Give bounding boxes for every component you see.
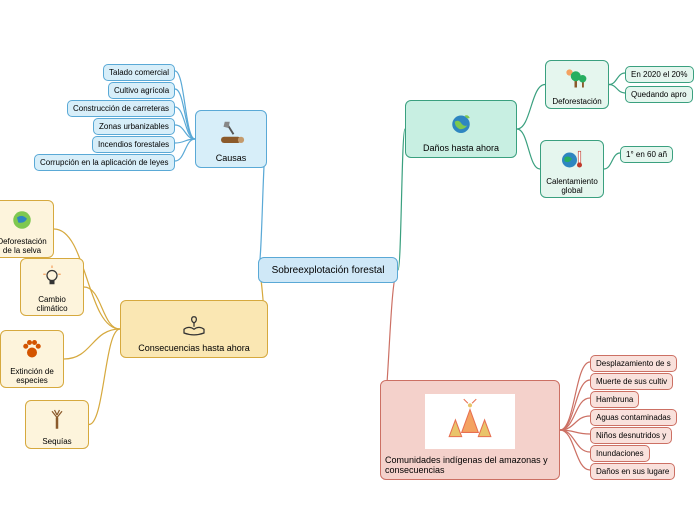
- axe-log-icon: [216, 118, 246, 151]
- icon-child-node[interactable]: Calentamiento global: [540, 140, 604, 198]
- leaf-node[interactable]: Hambruna: [590, 391, 639, 408]
- branch-comunidades[interactable]: Comunidades indígenas del amazonas y con…: [380, 380, 560, 480]
- icon-child-label: Cambio climático: [23, 295, 81, 313]
- branch-consecuencias[interactable]: Consecuencias hasta ahora: [120, 300, 268, 358]
- icon-child-node[interactable]: Deforestación de la selva: [0, 200, 54, 258]
- icon-child-node[interactable]: Extinción de especies: [0, 330, 64, 388]
- branch-label: Comunidades indígenas del amazonas y con…: [385, 455, 555, 475]
- central-label: Sobreexplotación forestal: [272, 265, 385, 276]
- branch-causas[interactable]: Causas: [195, 110, 267, 168]
- sub-leaf-node[interactable]: 1° en 60 añ: [620, 146, 673, 163]
- branch-label: Daños hasta ahora: [423, 143, 499, 153]
- icon-child-label: Calentamiento global: [543, 177, 601, 195]
- icon-child-node[interactable]: Cambio climático: [20, 258, 84, 316]
- tree-earth-icon: [7, 205, 37, 235]
- leaf-node[interactable]: Niños desnutridos y: [590, 427, 672, 444]
- branch-label: Causas: [216, 153, 247, 163]
- paws-icon: [17, 335, 47, 365]
- leaf-node[interactable]: Inundaciones: [590, 445, 650, 462]
- icon-child-label: Deforestación de la selva: [0, 237, 51, 255]
- leaf-node[interactable]: Talado comercial: [103, 64, 175, 81]
- globe-leaf-icon: [446, 108, 476, 141]
- leaf-node[interactable]: Muerte de sus cultiv: [590, 373, 673, 390]
- dry-tree-icon: [42, 405, 72, 435]
- leaf-node[interactable]: Daños en sus lugare: [590, 463, 675, 480]
- central-node[interactable]: Sobreexplotación forestal: [258, 257, 398, 283]
- leaf-node[interactable]: Corrupción en la aplicación de leyes: [34, 154, 175, 171]
- icon-child-label: Sequías: [28, 437, 86, 446]
- icon-child-node[interactable]: Deforestación: [545, 60, 609, 109]
- bulb-sun-icon: [37, 263, 67, 293]
- leaf-node[interactable]: Aguas contaminadas: [590, 409, 677, 426]
- leaf-node[interactable]: Zonas urbanizables: [93, 118, 175, 135]
- icon-child-label: Deforestación: [548, 97, 606, 106]
- leaf-node[interactable]: Incendios forestales: [92, 136, 175, 153]
- icon-child-label: Extinción de especies: [3, 367, 61, 385]
- trees-sun-icon: [562, 65, 592, 95]
- sub-leaf-node[interactable]: Quedando apro: [625, 86, 693, 103]
- leaf-node[interactable]: Construcción de carreteras: [67, 100, 175, 117]
- hands-plant-icon: [179, 308, 209, 341]
- leaf-node[interactable]: Cultivo agrícola: [108, 82, 175, 99]
- sub-leaf-node[interactable]: En 2020 el 20%: [625, 66, 694, 83]
- leaf-node[interactable]: Desplazamiento de s: [590, 355, 677, 372]
- globe-therm-icon: [557, 145, 587, 175]
- village-icon: [425, 394, 515, 449]
- branch-label: Consecuencias hasta ahora: [138, 343, 250, 353]
- icon-child-node[interactable]: Sequías: [25, 400, 89, 449]
- branch-danos[interactable]: Daños hasta ahora: [405, 100, 517, 158]
